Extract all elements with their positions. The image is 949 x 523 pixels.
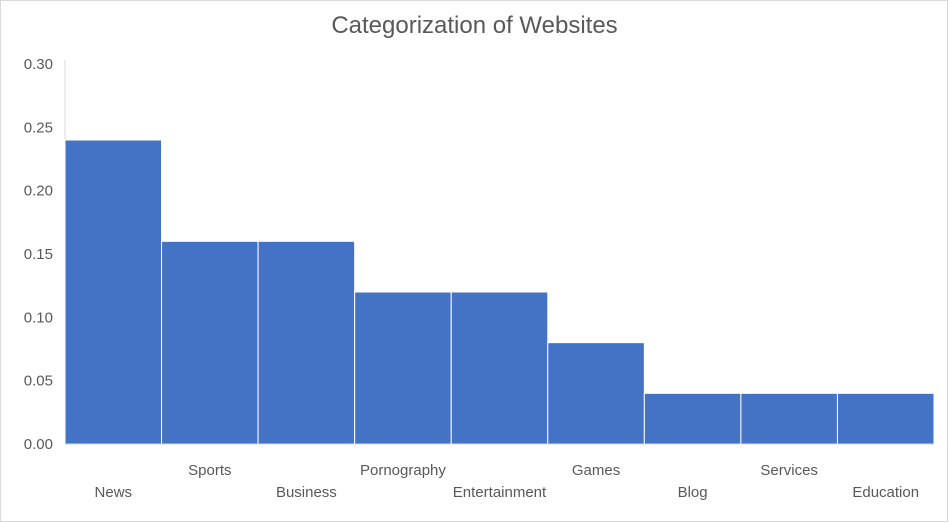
chart-title: Categorization of Websites (331, 12, 618, 39)
x-category-label: Pornography (360, 462, 446, 479)
x-category-label: News (95, 484, 133, 501)
y-tick-label: 0.30 (24, 56, 53, 73)
y-tick-label: 0.05 (24, 373, 53, 390)
x-category-label: Entertainment (453, 484, 547, 501)
y-tick-label: 0.25 (24, 119, 53, 136)
x-category-label: Services (760, 462, 818, 479)
x-category-label: Games (572, 462, 620, 479)
x-category-label: Education (852, 484, 919, 501)
y-tick-label: 0.00 (24, 436, 53, 453)
bar-sports (161, 240, 259, 445)
bar-games (547, 342, 645, 445)
y-tick-label: 0.20 (24, 183, 53, 200)
x-category-label: Sports (188, 462, 231, 479)
bar-blog (643, 392, 742, 445)
bar-entertainment (450, 291, 549, 445)
bar-education (836, 392, 935, 445)
y-tick-label: 0.10 (24, 309, 53, 326)
x-category-label: Business (276, 484, 337, 501)
bar-news (64, 139, 163, 445)
bar-pornography (354, 291, 452, 445)
x-category-label: Blog (678, 484, 708, 501)
bar-business (257, 240, 356, 445)
y-tick-label: 0.15 (24, 246, 53, 263)
bar-services (740, 392, 838, 445)
